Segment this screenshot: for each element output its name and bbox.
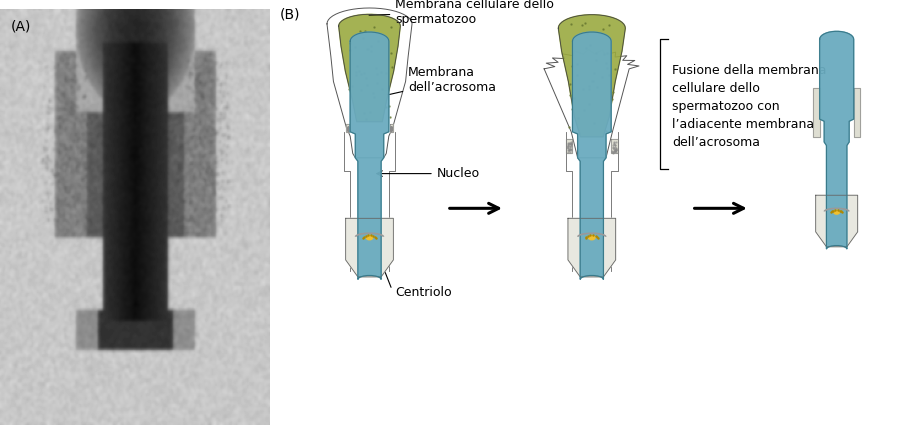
Polygon shape <box>815 195 857 247</box>
Text: Fusione della membrana
cellulare dello
spermatozoo con
l’adiacente membrana
dell: Fusione della membrana cellulare dello s… <box>673 64 827 149</box>
Text: (B): (B) <box>280 8 300 22</box>
Polygon shape <box>558 15 625 137</box>
Polygon shape <box>568 218 616 277</box>
Polygon shape <box>820 31 854 249</box>
Text: Membrana
dell’acrosoma: Membrana dell’acrosoma <box>388 66 496 95</box>
Text: Membrana cellulare dello
spermatozoo: Membrana cellulare dello spermatozoo <box>369 0 554 26</box>
Text: Centriolo: Centriolo <box>395 286 452 299</box>
Polygon shape <box>389 124 393 132</box>
Polygon shape <box>566 139 572 154</box>
Polygon shape <box>339 14 400 122</box>
Text: (A): (A) <box>11 19 31 33</box>
Text: Nucleo: Nucleo <box>437 167 480 180</box>
Polygon shape <box>345 218 393 277</box>
Polygon shape <box>350 32 388 279</box>
Circle shape <box>834 210 840 214</box>
Polygon shape <box>346 124 349 132</box>
Circle shape <box>589 235 595 240</box>
Polygon shape <box>327 8 412 158</box>
Polygon shape <box>854 88 860 137</box>
Circle shape <box>367 235 373 240</box>
Polygon shape <box>813 88 820 137</box>
Polygon shape <box>572 32 611 279</box>
Polygon shape <box>611 139 618 154</box>
Polygon shape <box>544 49 639 158</box>
